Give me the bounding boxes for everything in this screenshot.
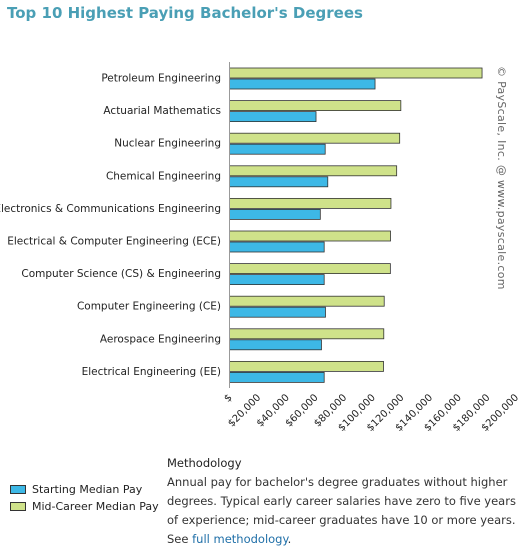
category-label-nuclear-engineering: Nuclear Engineering (114, 138, 221, 150)
bar-mid-career-electrical-engineering-ee (229, 360, 384, 372)
bar-starting-aerospace-engineering (229, 339, 322, 351)
full-methodology-link[interactable]: full methodology (192, 532, 288, 546)
bar-starting-petroleum-engineering (229, 78, 376, 90)
bar-mid-career-electronics-communications-engineering (229, 197, 392, 209)
legend-swatch-starting (10, 485, 26, 494)
bar-starting-actuarial-mathematics (229, 111, 317, 122)
bar-mid-career-computer-science-cs-engineering (229, 263, 391, 275)
bar-mid-career-chemical-engineering (229, 165, 398, 177)
bar-starting-electrical-engineering-ee (229, 371, 325, 383)
bar-mid-career-computer-engineering-ce (229, 295, 385, 307)
category-label-electronics-communications-engineering: Electronics & Communications Engineering (0, 203, 221, 215)
legend-swatch-mid-career (10, 502, 26, 511)
legend-label-starting: Starting Median Pay (32, 483, 143, 496)
bar-starting-computer-engineering-ce (229, 306, 326, 318)
bar-mid-career-actuarial-mathematics (229, 100, 402, 111)
bar-starting-electronics-communications-engineering (229, 208, 321, 220)
category-label-aerospace-engineering: Aerospace Engineering (100, 333, 221, 345)
category-label-computer-engineering-ce: Computer Engineering (CE) (77, 301, 221, 313)
bar-chart: Petroleum Engineering Actuarial Mathemati… (0, 62, 521, 434)
chart-title: Top 10 Highest Paying Bachelor's Degrees (7, 4, 363, 22)
legend-item-starting: Starting Median Pay (10, 481, 159, 498)
bars-layer (229, 67, 483, 383)
category-labels: Petroleum Engineering Actuarial Mathemati… (0, 73, 221, 378)
x-axis-ticks: $$20,000$40,000$60,000$80,000$100,000$12… (222, 392, 521, 434)
category-label-chemical-engineering: Chemical Engineering (106, 170, 221, 182)
bar-mid-career-electrical-computer-engineering-ece (229, 230, 391, 242)
bar-starting-nuclear-engineering (229, 143, 326, 155)
bar-mid-career-petroleum-engineering (229, 67, 483, 79)
legend: Starting Median Pay Mid-Career Median Pa… (10, 481, 159, 515)
legend-item-mid-career: Mid-Career Median Pay (10, 498, 159, 515)
methodology-section: Methodology Annual pay for bachelor's de… (167, 456, 522, 549)
bar-starting-chemical-engineering (229, 176, 329, 188)
watermark-text: © PayScale, Inc. @ www.payscale.com (495, 66, 508, 290)
legend-label-mid-career: Mid-Career Median Pay (32, 500, 159, 513)
bar-starting-electrical-computer-engineering-ece (229, 241, 325, 253)
bar-starting-computer-science-cs-engineering (229, 274, 325, 286)
bar-mid-career-nuclear-engineering (229, 132, 401, 144)
x-tick-label-0: $ (222, 392, 234, 404)
methodology-title: Methodology (167, 456, 242, 470)
bar-mid-career-aerospace-engineering (229, 328, 385, 340)
methodology-end: . (287, 532, 292, 546)
category-label-computer-science-cs-engineering: Computer Science (CS) & Engineering (21, 268, 221, 280)
methodology-body: Annual pay for bachelor's degree graduat… (167, 475, 516, 546)
category-label-electrical-engineering-ee: Electrical Engineering (EE) (82, 366, 221, 378)
category-label-actuarial-mathematics: Actuarial Mathematics (103, 105, 221, 117)
category-label-petroleum-engineering: Petroleum Engineering (101, 73, 221, 85)
methodology-text: Annual pay for bachelor's degree graduat… (167, 473, 522, 549)
category-label-electrical-computer-engineering-ece: Electrical & Computer Engineering (ECE) (7, 236, 221, 248)
